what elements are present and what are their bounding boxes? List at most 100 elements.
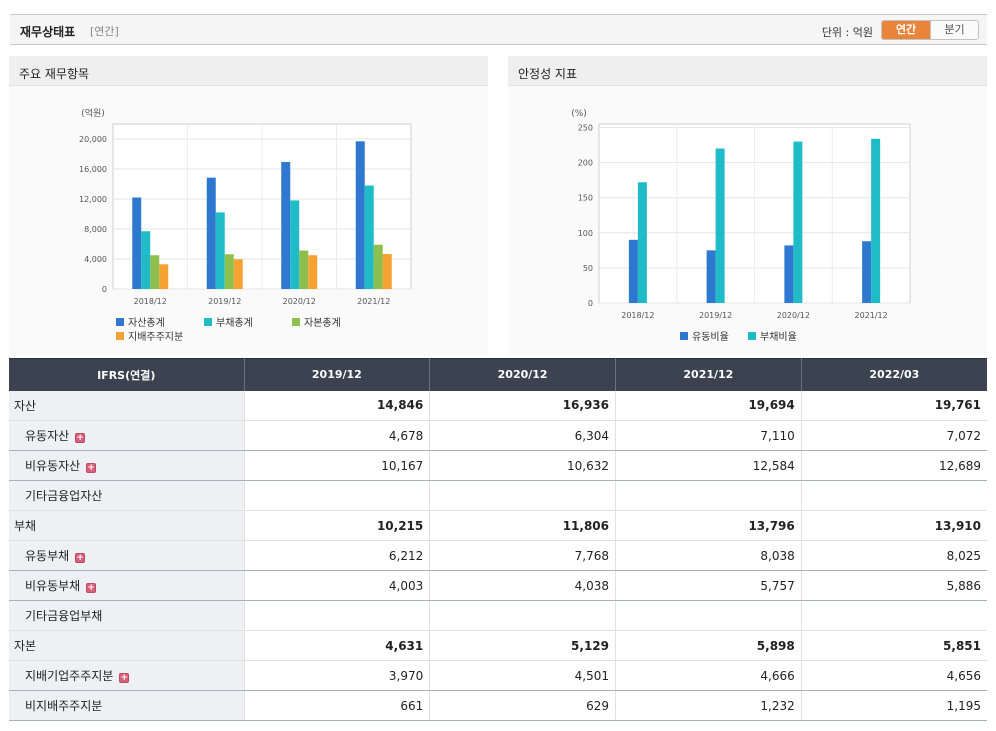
financial-items-panel: 주요 재무항목 0 4,000 8,000 12,000 16,000 20,000 (억원… [9,56,488,356]
y-tick-label: 100 [578,229,593,238]
row-label: 유동자산 + [9,420,245,451]
y-tick-label: 4,000 [84,255,107,264]
table-cell [615,480,802,511]
legend-swatch [680,332,688,340]
row-label-text: 비유동부채 [25,579,81,593]
bar-3-2 [224,254,234,289]
row-label-text: 지배기업주주지분 [25,669,114,683]
table-row: 유동자산 +4,678 6,304 7,110 7,072 [9,420,987,451]
table-cell: 10,632 [429,450,616,481]
bar-3-4 [373,244,383,289]
table-cell: 1,195 [801,690,987,721]
table-cell: 12,689 [801,450,987,481]
plus-box-icon[interactable]: + [119,673,130,683]
plus-box-icon[interactable]: + [75,433,86,443]
y-tick-label: 20,000 [79,135,107,144]
bar-1-2 [706,250,716,303]
column-header-2: 2020/12 [429,358,616,391]
legend-label: 부채총계 [216,317,253,329]
x-tick-label: 2019/12 [699,311,732,320]
legend-swatch [116,332,124,340]
table-cell: 16,936 [429,390,616,421]
y-tick-label: 0 [588,299,593,308]
table-header-row: IFRS(연결) 2019/12 2020/12 2021/12 2022/03 [9,358,987,391]
row-label-text: 비지배주주지분 [25,699,103,713]
bar-2-2 [215,212,225,289]
bar-4-3 [308,255,318,289]
table-cell: 4,631 [244,630,431,661]
annual-tab[interactable]: 연간 [882,21,930,39]
row-label: 비지배주주지분 [9,690,245,721]
bar-1-3 [281,161,291,289]
bar-2-1 [141,231,151,289]
table-cell [615,600,802,631]
table-cell [429,600,616,631]
table-cell: 5,851 [801,630,987,661]
row-label: 기타금융업자산 [9,480,245,511]
table-cell: 661 [244,690,431,721]
period-toggle[interactable]: 연간 분기 [881,20,979,40]
table-cell [244,600,431,631]
table-cell: 7,110 [615,420,802,451]
y-tick-label: 12,000 [79,195,107,204]
table-cell: 14,846 [244,390,431,421]
financial-items-title: 주요 재무항목 [9,56,488,86]
bar-2-3 [793,141,803,303]
row-label-text: 부채 [14,519,37,533]
table-cell: 4,038 [429,570,616,601]
x-tick-label: 2020/12 [283,297,316,306]
table-cell: 4,656 [801,660,987,691]
y-tick-label: 8,000 [84,225,107,234]
table-cell: 4,501 [429,660,616,691]
table-cell: 5,757 [615,570,802,601]
legend-label: 부채비율 [760,331,797,343]
bar-1-1 [132,197,142,289]
bar-2-2 [715,148,725,303]
x-tick-label: 2018/12 [134,297,167,306]
y-tick-label: 150 [578,194,593,203]
financial-items-chart: 0 4,000 8,000 12,000 16,000 20,000 (억원) 2018/12… [79,107,412,343]
stability-panel: 안정성 지표 0 50 100 150 200 250 (%) 2018/12 2019/12 2… [508,56,987,356]
table-row: 기타금융업부채 [9,600,987,631]
table-row: 부채 10,215 11,806 13,796 13,910 [9,510,987,541]
table-cell: 11,806 [429,510,616,541]
table-cell [801,480,987,511]
bar-2-1 [637,182,647,303]
legend-swatch [116,318,124,326]
y-axis-label: (억원) [81,107,105,119]
row-label-text: 기타금융업자산 [25,489,103,503]
table-cell: 4,666 [615,660,802,691]
table-cell: 8,038 [615,540,802,571]
table-cell: 19,761 [801,390,987,421]
bar-1-4 [862,241,872,303]
bar-1-4 [355,141,365,289]
table-row: 비지배주주지분 661 629 1,232 1,195 [9,690,987,721]
table-cell [801,600,987,631]
section-header: 재무상태표 [연간] 단위 : 억원 연간 분기 [10,14,987,45]
row-label: 유동부채 + [9,540,245,571]
x-tick-label: 2019/12 [208,297,241,306]
stability-chart: 0 50 100 150 200 250 (%) 2018/12 2019/12 2020/12 2… [571,109,911,343]
bar-2-4 [364,185,374,289]
legend-label: 자산총계 [128,317,165,329]
legend-swatch [292,318,300,326]
column-header-3: 2021/12 [615,358,802,391]
ifrs-header: IFRS(연결) [9,358,245,391]
table-cell: 3,970 [244,660,431,691]
quarterly-tab[interactable]: 분기 [930,21,978,39]
bar-1-2 [206,177,216,289]
bar-4-1 [159,264,169,289]
table-row: 비유동자산 +10,167 10,632 12,584 12,689 [9,450,987,481]
legend-swatch [204,318,212,326]
x-tick-label: 2021/12 [357,297,390,306]
x-tick-label: 2021/12 [855,311,888,320]
y-tick-label: 0 [102,285,107,294]
row-label: 지배기업주주지분 + [9,660,245,691]
plus-box-icon[interactable]: + [75,553,86,563]
bar-1-1 [628,239,638,303]
plus-box-icon[interactable]: + [86,463,97,473]
table-cell: 4,678 [244,420,431,451]
plus-box-icon[interactable]: + [86,583,97,593]
table-cell [244,480,431,511]
y-tick-label: 16,000 [79,165,107,174]
